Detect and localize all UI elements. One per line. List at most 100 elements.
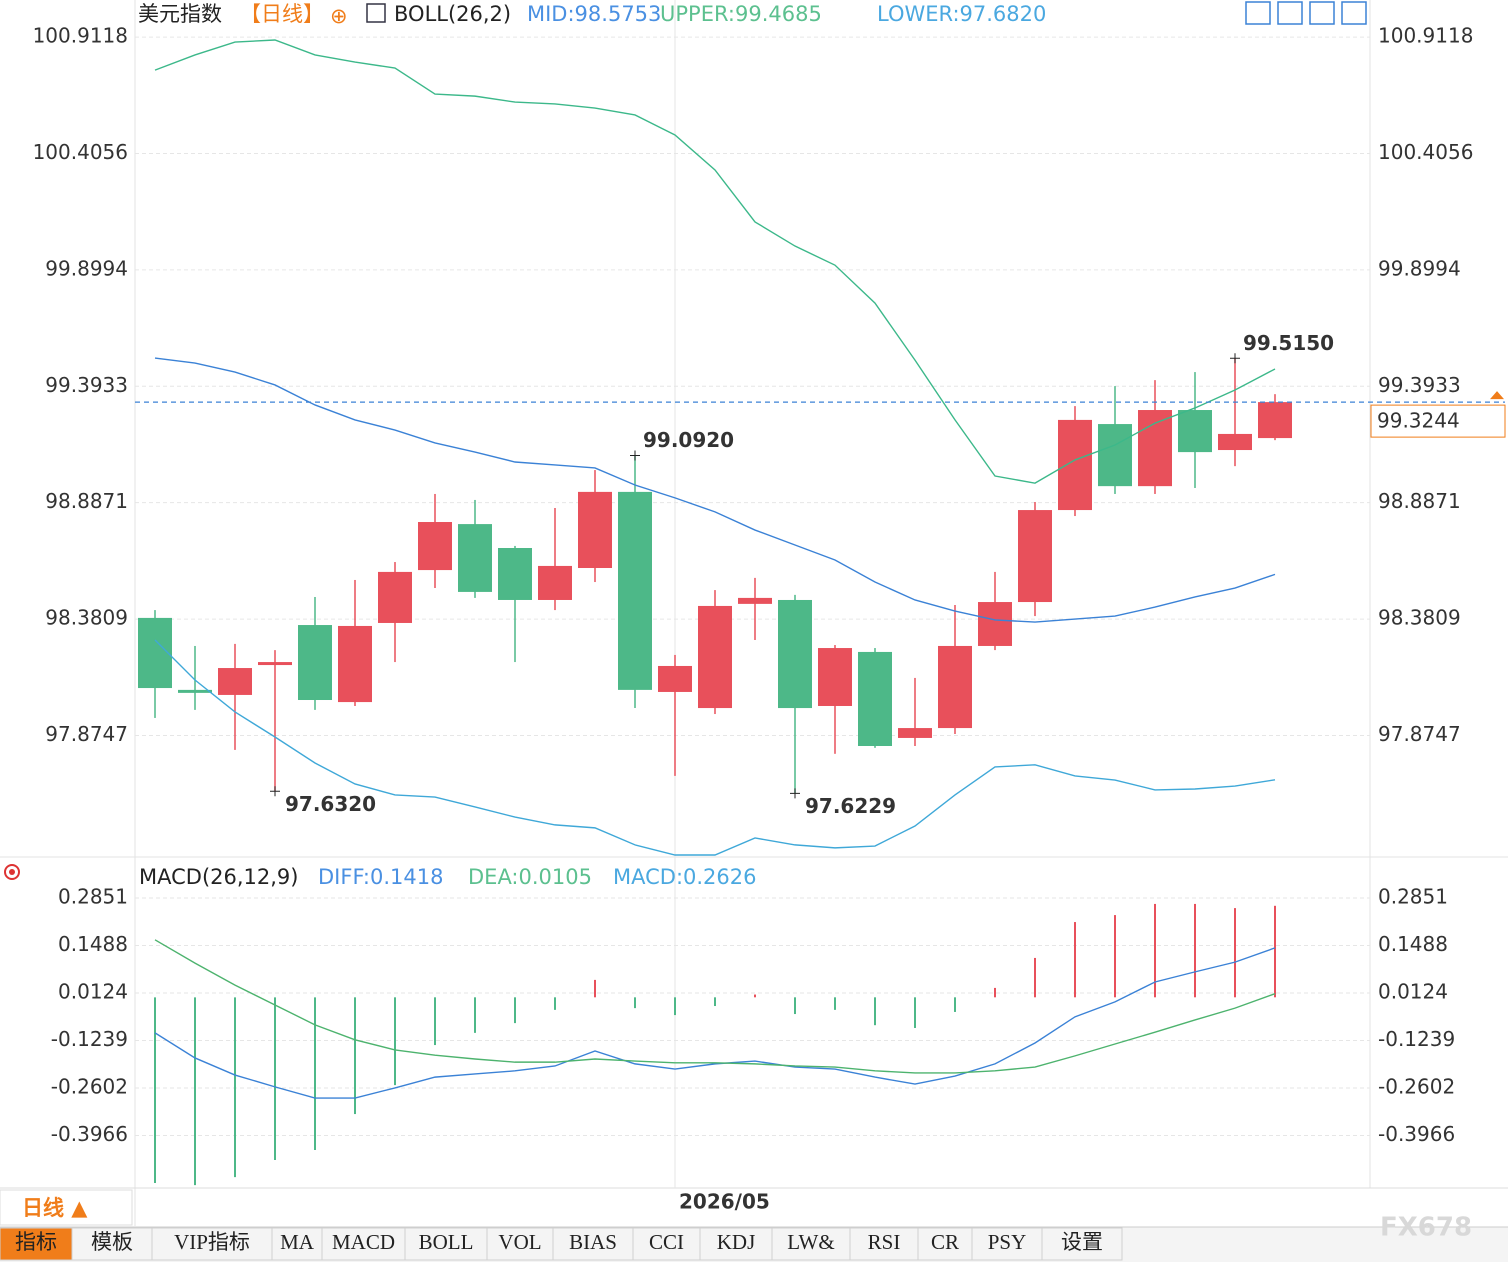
tab[interactable] [321, 1227, 406, 1261]
tab-label[interactable]: BIAS [569, 1230, 617, 1254]
tab-label[interactable]: CCI [649, 1230, 684, 1254]
tab[interactable] [271, 1227, 323, 1261]
x-tick-label: 2026/05 [679, 1190, 770, 1214]
candle-body [698, 605, 732, 709]
macd-icon-dot [9, 869, 15, 875]
legend-entry: MID:98.5753 [527, 2, 661, 26]
candle-body [658, 665, 692, 692]
tab-label[interactable]: LW& [787, 1230, 834, 1254]
macd-icon [4, 864, 20, 880]
y-tick-label: -0.3966 [51, 1122, 128, 1146]
high-label: 99.5150 [1243, 331, 1334, 355]
add-icon[interactable]: ⊕ [330, 4, 348, 28]
icon[interactable] [1309, 1, 1335, 25]
tab[interactable] [486, 1227, 554, 1261]
y-tick-label-right: 97.8747 [1378, 722, 1461, 746]
high-marker [630, 450, 640, 461]
candle-body [498, 548, 532, 600]
y-tick-label: 0.2851 [58, 884, 128, 908]
tab-label[interactable]: 指标 [15, 1230, 57, 1254]
tab-label[interactable]: PSY [988, 1230, 1027, 1254]
candle-body [298, 625, 332, 701]
tab[interactable] [71, 1227, 153, 1261]
period-button-bg[interactable] [0, 1189, 133, 1226]
tab-label[interactable]: VOL [498, 1230, 541, 1254]
icon[interactable] [1245, 1, 1271, 25]
tab[interactable] [404, 1227, 488, 1261]
candle-body [1178, 410, 1212, 453]
low-label: 97.6229 [805, 794, 896, 818]
candle-body [178, 689, 212, 693]
candle-body [378, 571, 412, 623]
high-marker [1230, 353, 1240, 364]
candle-body [1018, 510, 1052, 603]
last-price-label: 99.3244 [1377, 409, 1460, 433]
period-button[interactable]: 日线 ▲ [22, 1196, 88, 1220]
period-label: 【日线】 [240, 2, 324, 26]
indicator-label: BOLL(26,2) [394, 2, 511, 26]
candle-body [578, 491, 612, 569]
icon[interactable] [1277, 1, 1303, 25]
last-price-box [1370, 404, 1506, 438]
boll-line [154, 357, 1276, 623]
candle-body [458, 524, 492, 592]
candle-body [1098, 424, 1132, 487]
low-label: 97.6320 [285, 792, 376, 816]
candle-body [258, 662, 292, 666]
tab[interactable] [552, 1227, 634, 1261]
y-tick-label-right: 99.3933 [1378, 373, 1461, 397]
legend-entry: UPPER:99.4685 [660, 2, 822, 26]
y-tick-label-right: 98.8871 [1378, 489, 1461, 513]
y-tick-label: 97.8747 [45, 722, 128, 746]
y-tick-label-right: 100.9118 [1378, 24, 1473, 48]
icon[interactable] [1341, 1, 1367, 25]
tab[interactable] [971, 1227, 1043, 1261]
y-tick-label: 100.4056 [33, 140, 128, 164]
tab-label[interactable]: MA [280, 1230, 315, 1254]
tab-label[interactable]: BOLL [419, 1230, 474, 1254]
y-tick-label: -0.1239 [51, 1027, 128, 1051]
macd-line [154, 939, 1276, 1074]
tab-label[interactable]: KDJ [717, 1230, 756, 1254]
y-tick-label: 0.0124 [58, 979, 128, 1003]
candle-body [538, 565, 572, 600]
y-tick-label: 0.1488 [58, 932, 128, 956]
candle-body [778, 599, 812, 709]
candle-body [738, 597, 772, 604]
legend-entry: LOWER:97.6820 [877, 2, 1046, 26]
tab-label[interactable]: 模板 [91, 1230, 133, 1254]
tab[interactable] [771, 1227, 851, 1261]
watermark: FX678 [1380, 1213, 1472, 1243]
candle-body [1138, 410, 1172, 487]
y-tick-label-right: 100.4056 [1378, 140, 1473, 164]
y-tick-label-right: -0.1239 [1378, 1027, 1455, 1051]
boll-line [154, 39, 1276, 484]
indicator-icon [366, 3, 386, 23]
candle-body [138, 617, 172, 689]
tab-label[interactable]: CR [931, 1230, 959, 1254]
y-tick-label: 99.3933 [45, 373, 128, 397]
legend-entry: DIFF:0.1418 [318, 865, 443, 889]
tab-label[interactable]: RSI [868, 1230, 901, 1254]
candle-body [938, 645, 972, 729]
high-label: 99.0920 [643, 428, 734, 452]
legend-entry: MACD:0.2626 [613, 865, 757, 889]
y-tick-label-right: 99.8994 [1378, 256, 1461, 280]
candle-body [1218, 433, 1252, 451]
candle-body [1258, 402, 1292, 439]
boll-line [154, 639, 1276, 856]
legend-entry: DEA:0.0105 [468, 865, 592, 889]
y-tick-label-right: -0.3966 [1378, 1122, 1455, 1146]
tab[interactable] [1041, 1227, 1123, 1261]
tab-label[interactable]: 设置 [1061, 1230, 1103, 1254]
tab[interactable] [632, 1227, 701, 1261]
y-tick-label-right: 0.1488 [1378, 932, 1448, 956]
tab-label[interactable]: VIP指标 [174, 1230, 250, 1254]
tab[interactable] [917, 1227, 973, 1261]
tab[interactable] [151, 1227, 273, 1261]
chart-title: 美元指数 [138, 2, 222, 26]
candle-body [218, 668, 252, 695]
tab-label[interactable]: MACD [332, 1230, 395, 1254]
